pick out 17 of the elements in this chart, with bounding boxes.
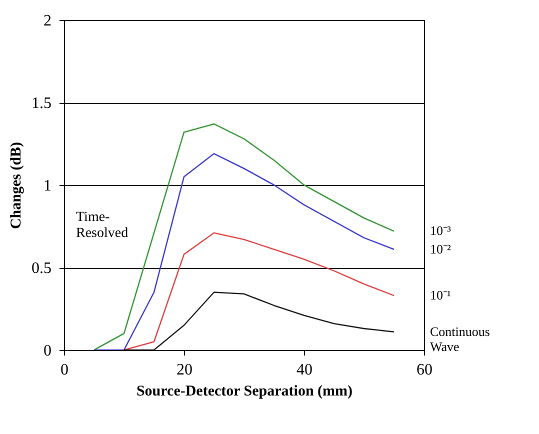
text: 10⁻¹ xyxy=(430,288,451,303)
y-axis-title: Changes (dB) xyxy=(8,142,24,230)
line-series xyxy=(123,292,395,350)
x-tick-label: 40 xyxy=(296,362,312,378)
y-tick-label: 2 xyxy=(44,12,52,30)
y-tick-label: 1.5 xyxy=(32,95,52,112)
x-tick-label: 20 xyxy=(176,362,192,378)
x-axis-title: Source-Detector Separation (mm) xyxy=(136,384,353,400)
x-tick-label: 0 xyxy=(60,362,68,378)
y-tick-label: 0.5 xyxy=(32,260,52,277)
y-tick-label: 0 xyxy=(44,342,52,360)
annotation: Time-Resolved xyxy=(76,210,128,241)
text: 10⁻³ xyxy=(430,223,451,238)
text: 10⁻² xyxy=(430,241,451,256)
x-tick-label: 60 xyxy=(416,362,432,378)
text: Continuous Wave xyxy=(430,324,490,354)
y-tick-label: 1 xyxy=(44,178,52,194)
